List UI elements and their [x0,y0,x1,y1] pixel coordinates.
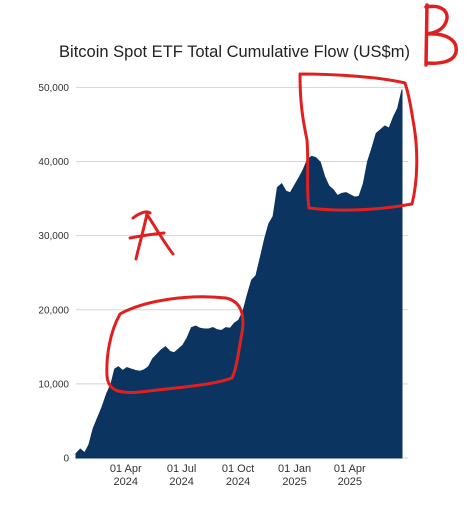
annotation-letter-a [128,210,175,261]
annotation-letter-b [424,3,458,67]
x-tick-label: 01 Jul [167,463,196,475]
x-tick-label: 01 Jan [278,463,311,475]
cumulative-flow-area [75,89,403,459]
y-tick-label: 0 [63,454,69,465]
x-tick-year: 2024 [169,476,193,488]
x-tick-year: 2024 [226,476,250,488]
y-tick-label: 20,000 [38,305,69,316]
x-tick-label: 01 Oct [222,463,254,475]
y-axis-ticks: 0 10,000 20,000 30,000 40,000 50,000 [38,83,69,465]
y-tick-label: 50,000 [38,83,69,94]
y-tick-label: 30,000 [38,231,69,242]
chart-title: Bitcoin Spot ETF Total Cumulative Flow (… [59,43,410,61]
x-tick-label: 01 Apr [110,463,142,475]
x-tick-label: 01 Apr [334,463,366,475]
x-tick-year: 2025 [338,476,362,488]
y-tick-label: 40,000 [38,157,69,168]
y-tick-label: 10,000 [38,379,69,390]
annotation-box-b [298,72,419,212]
x-tick-year: 2024 [113,476,137,488]
data-area [75,89,403,459]
annotation-circle-a [105,295,245,394]
x-tick-year: 2025 [282,476,306,488]
